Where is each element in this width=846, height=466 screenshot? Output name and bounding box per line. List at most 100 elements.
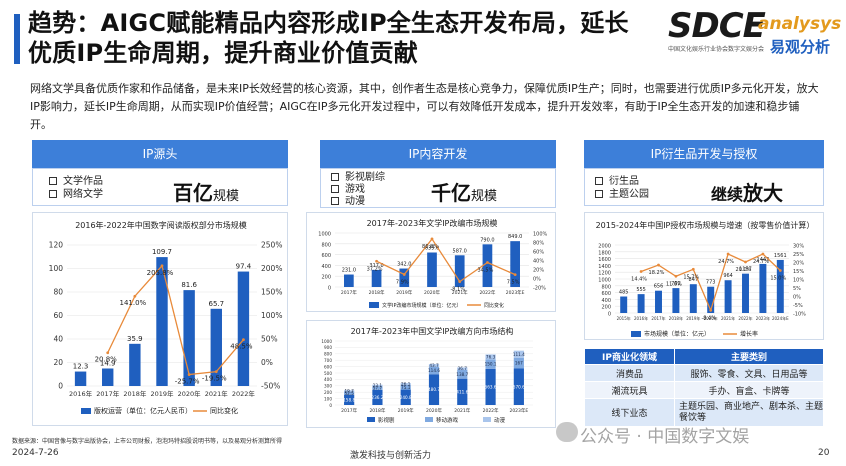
y-tick-label: 0	[328, 286, 331, 292]
legend-label: 影视剧	[378, 416, 395, 424]
x-tick-label: 2023年	[756, 315, 770, 321]
bullet-item: 影视剧综	[331, 171, 385, 184]
bar	[510, 241, 520, 287]
growth-point	[513, 273, 517, 277]
growth-point	[430, 237, 434, 241]
growth-point	[375, 259, 378, 263]
segment-value-label: 480.7	[428, 387, 440, 392]
chart-box-adaptation-market: 2017年-2023年文学IP改编市场规模 0 200 400 600 800 1000 1…	[306, 212, 556, 312]
y2-tick-label: 0%	[261, 358, 273, 367]
bar-value-label: 847	[689, 277, 699, 283]
checkbox-square-icon	[331, 197, 339, 205]
growth-value-label: 48.5%	[230, 343, 253, 351]
x-tick-label: 2015年	[617, 315, 631, 321]
y2-tick-label: 50%	[261, 335, 278, 344]
y2-tick-label: 40%	[533, 259, 544, 265]
x-tick-label: 2023年E	[509, 407, 528, 414]
y2-tick-label: 10%	[793, 278, 804, 284]
legend-swatch	[483, 417, 491, 422]
legend-label: 市场规模（单位：亿元）	[644, 330, 710, 338]
segment-value-label: 158.8	[343, 398, 355, 403]
y2-tick-label: 150%	[261, 288, 282, 297]
y-tick-label: 1400	[598, 264, 611, 270]
y2-tick-label: 80%	[533, 241, 544, 247]
y-tick-label: 1000	[321, 339, 332, 344]
bar-value-label: 773	[706, 280, 716, 286]
stacked-bar-segment	[400, 389, 411, 405]
y2-tick-label: 250%	[261, 241, 282, 250]
stacked-bar-segment	[485, 354, 496, 360]
growth-value-label: -25.7%	[175, 378, 200, 386]
stacked-bar-segment	[457, 367, 468, 370]
growth-value-label: 37.2%	[367, 266, 383, 272]
x-tick-label: 2017年	[341, 289, 357, 296]
growth-line	[376, 237, 516, 283]
growth-point	[133, 294, 137, 298]
segment-value-label: 236.2	[371, 395, 383, 400]
page-title: 趋势：AIGC赋能精品内容形成IP全生态开发布局，延长 优质IP生命周期，提升商…	[28, 8, 668, 68]
legend-label: 移动游戏	[436, 416, 459, 424]
chart-box-reading-copyright: 2016年-2022年中国数字阅读版权部分市场规模 0 20 40 60 80 100 12…	[32, 212, 288, 426]
bar	[183, 290, 195, 386]
bar	[655, 290, 662, 313]
x-tick-label: 2018年	[369, 407, 385, 414]
bar-value-label: 231.0	[342, 268, 356, 274]
stacked-bar-segment	[372, 389, 383, 405]
page-title-line1: 趋势：AIGC赋能精品内容形成IP全生态开发布局，延长	[28, 9, 629, 37]
bar-value-label: 732	[671, 281, 681, 287]
bar	[637, 294, 645, 313]
x-tick-label: 2016年	[634, 315, 648, 321]
growth-point	[744, 260, 747, 264]
segment-value-label: 114.6	[428, 368, 440, 373]
y2-tick-label: 20%	[793, 261, 804, 267]
bar	[427, 252, 437, 287]
growth-value-label: 34.5%	[477, 267, 493, 273]
bar-value-label: 14.9	[100, 359, 116, 367]
stacked-bar-segment	[513, 368, 524, 405]
page-title-line2: 优质IP生命周期，提升商业价值贡献	[28, 39, 418, 67]
bar	[156, 257, 168, 386]
legend-swatch	[367, 417, 375, 422]
stacked-bar-segment	[372, 386, 383, 390]
y2-tick-label: 100%	[261, 311, 282, 320]
bullet-item: 衍生品	[595, 175, 639, 188]
bar	[399, 268, 410, 287]
growth-value-label: 7.5%	[507, 280, 520, 286]
bar	[74, 371, 87, 386]
legend-label: 同比变化	[484, 302, 504, 309]
x-tick-label: 2017年	[96, 389, 120, 398]
checkbox-square-icon	[49, 177, 57, 185]
legend-swatch-bar	[631, 331, 641, 337]
stacked-bar-segment	[513, 357, 524, 369]
growth-value-label: -19.5%	[202, 375, 227, 383]
ip-commercialization-table: IP商业化领域 主要类别 消费品 服饰、零食、文具、日用品等 潮流玩具 手办、盲…	[584, 348, 824, 427]
bar	[759, 263, 767, 313]
segment-value-label: 570.6	[513, 384, 525, 389]
growth-point	[674, 274, 678, 278]
x-tick-label: 2021年	[452, 289, 468, 296]
bar-value-label: 656	[654, 284, 664, 290]
y-tick-label: 200	[324, 390, 332, 395]
legend-label: 同比变化	[210, 406, 238, 415]
growth-value-label: 86.8%	[422, 244, 438, 250]
chart-title: 2017年-2023年中国文学IP改编方向市场结构	[350, 327, 514, 336]
x-tick-label: 2022年	[738, 315, 752, 321]
stacked-bar-segment	[400, 384, 411, 390]
growth-point	[657, 263, 660, 267]
x-tick-label: 2020年	[704, 315, 718, 321]
bar-value-label: 109.7	[152, 248, 172, 256]
bar-value-label: 342.0	[397, 262, 411, 268]
y-tick-label: 2000	[598, 244, 611, 250]
growth-value-label: 20.8%	[95, 356, 118, 364]
y2-tick-label: -5%	[793, 303, 803, 309]
chart-adaptation-market: 0 200 400 600 800 1000 100% 80% 60% 40% 20% 0% -20% 2…	[318, 232, 547, 310]
y2-tick-label: -50%	[261, 382, 280, 391]
y-tick-label: 300	[324, 384, 332, 389]
legend-swatch-bar	[81, 408, 91, 414]
y-tick-label: 20	[53, 358, 63, 367]
y-tick-label: 600	[321, 253, 331, 259]
section-head-ip-content: IP内容开发	[320, 140, 556, 168]
y-tick-label: 600	[324, 364, 332, 369]
y-tick-label: 800	[324, 352, 332, 357]
